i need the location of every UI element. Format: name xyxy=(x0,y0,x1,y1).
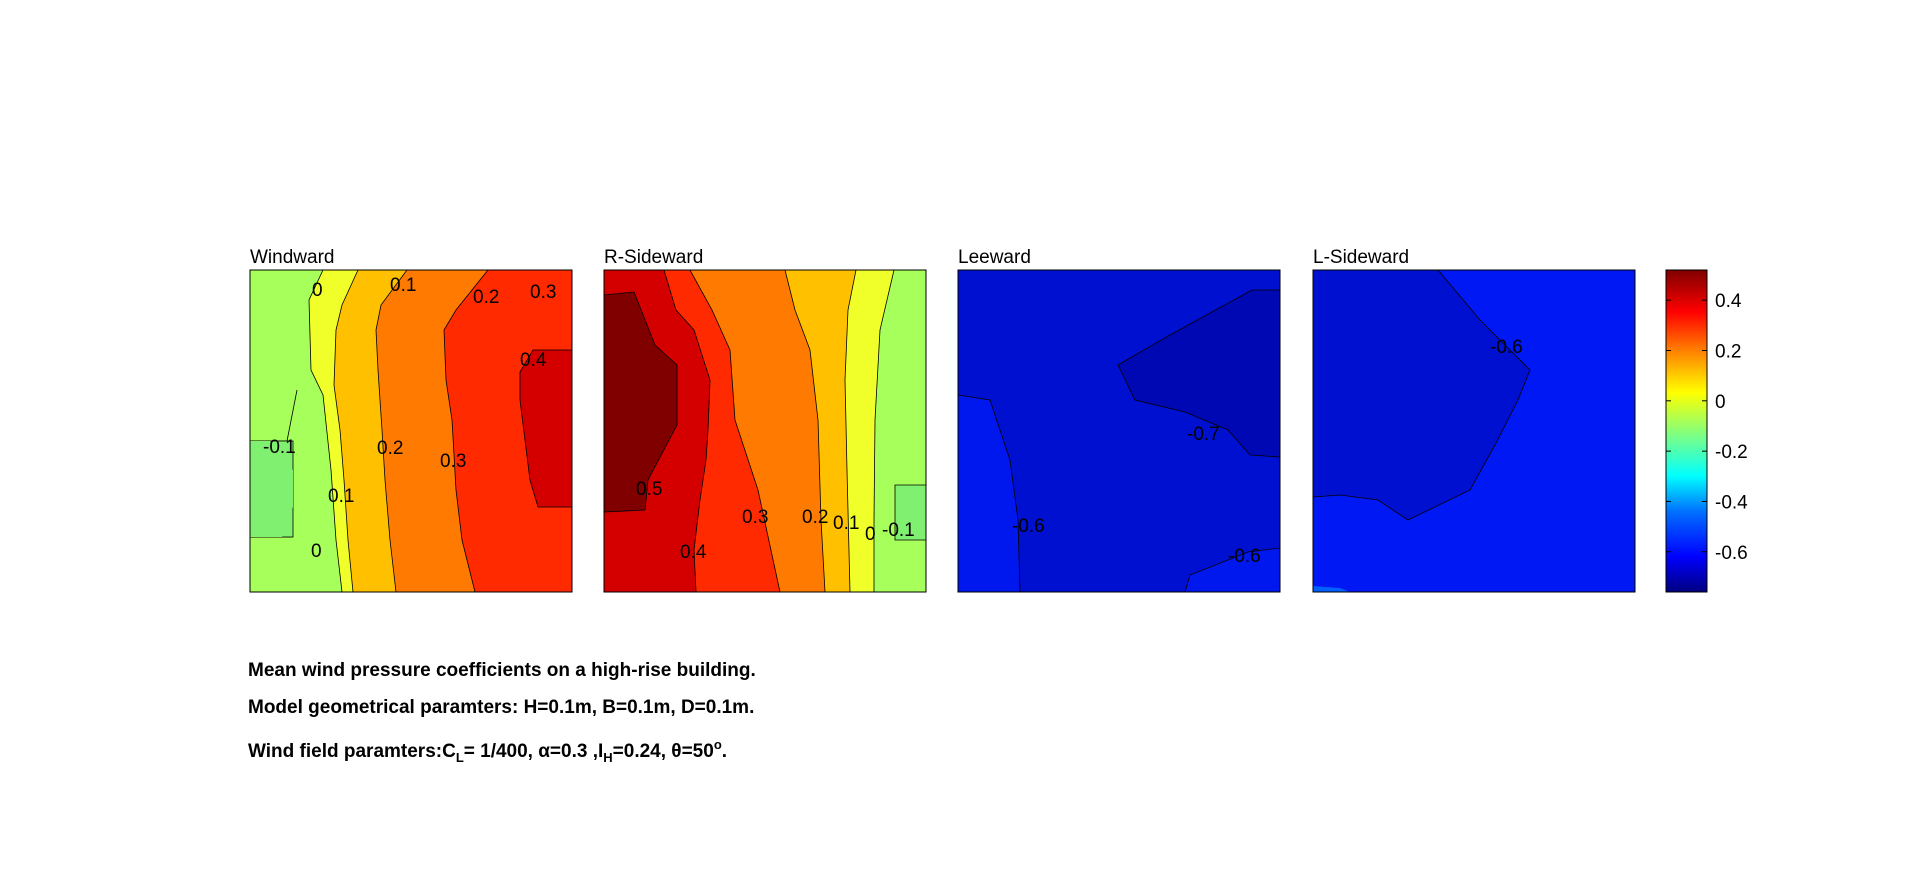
contour-labels-r-sideward: 0.5 0.3 0.2 0.1 0 -0.1 0.4 xyxy=(636,479,915,563)
contour-label: 0.1 xyxy=(833,513,859,534)
contour-label: 0.1 xyxy=(390,275,416,296)
panel-title-windward: Windward xyxy=(250,247,334,268)
contour-band-level-minus-0.7 xyxy=(1117,289,1280,458)
caption-line-3-part: . xyxy=(721,741,728,762)
colorbar: 0.4 0.2 0 -0.2 -0.4 -0.6 xyxy=(1665,269,1748,593)
caption-superscript-degree: o xyxy=(713,737,722,752)
panel-title-r-sideward: R-Sideward xyxy=(604,247,703,268)
contour-label: 0.2 xyxy=(473,287,499,308)
panel-leeward: Leeward -0.7 -0.6 -0.6 xyxy=(957,247,1281,593)
colorbar-tick-label: 0 xyxy=(1715,392,1726,413)
r-sideward-low-region xyxy=(894,484,926,541)
contour-labels-l-sideward: -0.6 xyxy=(1490,337,1523,358)
r-sideward-contours xyxy=(604,270,926,592)
panel-title-l-sideward: L-Sideward xyxy=(1313,247,1409,268)
colorbar-tick-label: -0.6 xyxy=(1715,543,1748,564)
contour-band-level-0.5-plus xyxy=(604,291,678,513)
panel-r-sideward: R-Sideward 0.5 0.3 0.2 0.1 0 -0.1 0.4 xyxy=(603,247,927,593)
caption-line-3: Wind field paramters:CL= 1/400, α=0.3 ,I… xyxy=(248,726,1448,765)
caption-line-1: Mean wind pressure coefficients on a hig… xyxy=(248,660,756,681)
axes-frame-l-sideward xyxy=(1312,269,1636,593)
windward-contours xyxy=(250,270,572,592)
contour-label: -0.6 xyxy=(1012,516,1045,537)
colorbar-tick-label: -0.2 xyxy=(1715,442,1748,463)
caption-line-3-part: = 1/400, α=0.3 ,I xyxy=(463,741,604,762)
contour-labels-leeward: -0.7 -0.6 -0.6 xyxy=(1012,424,1261,567)
axes-frame-r-sideward xyxy=(603,269,927,593)
contour-label: 0.3 xyxy=(440,451,466,472)
contour-label: -0.6 xyxy=(1228,546,1261,567)
figure-caption: Mean wind pressure coefficients on a hig… xyxy=(248,652,1448,765)
caption-subscript-l: L xyxy=(455,750,464,765)
contour-label: -0.6 xyxy=(1490,337,1523,358)
contour-band-level-minus-0.6 xyxy=(1313,270,1531,521)
caption-line-3-part: =0.24, θ=50 xyxy=(612,741,714,762)
colorbar-ticks: 0.4 0.2 0 -0.2 -0.4 -0.6 xyxy=(1666,291,1748,564)
caption-line-3-part: Wind field paramters:C xyxy=(248,741,456,762)
colorbar-tick-label: 0.4 xyxy=(1715,291,1742,312)
contour-label: 0.1 xyxy=(328,486,354,507)
panel-title-leeward: Leeward xyxy=(958,247,1031,268)
l-sideward-corner-region xyxy=(1313,586,1350,592)
contour-label: 0.4 xyxy=(680,542,707,563)
caption-subscript-h: H xyxy=(603,750,613,765)
axes-frame-leeward xyxy=(957,269,1281,593)
panel-windward: Windward 0 0.1 0.2 0.3 0.4 -0.1 0.2 0.3 … xyxy=(249,247,573,593)
colorbar-tick-label: 0.2 xyxy=(1715,342,1741,363)
caption-line-2: Model geometrical paramters: H=0.1m, B=0… xyxy=(248,697,755,718)
leeward-contours xyxy=(958,270,1280,592)
contour-label: -0.7 xyxy=(1187,424,1220,445)
colorbar-gradient xyxy=(1665,269,1708,593)
contour-label: 0.3 xyxy=(742,507,768,528)
contour-label: 0 xyxy=(865,524,876,545)
colorbar-tick-label: -0.4 xyxy=(1715,492,1748,513)
contour-labels-windward: 0 0.1 0.2 0.3 0.4 -0.1 0.2 0.3 0.1 0 xyxy=(263,275,556,562)
contour-label: 0 xyxy=(312,280,323,301)
contour-band-level-0.4-plus xyxy=(519,349,572,508)
windward-low-region-edge xyxy=(250,441,293,537)
panel-l-sideward: L-Sideward -0.6 xyxy=(1312,247,1636,593)
axes-frame-windward xyxy=(249,269,573,593)
contour-label: 0.4 xyxy=(520,350,547,371)
contour-label: -0.1 xyxy=(263,437,296,458)
contour-label: 0.5 xyxy=(636,479,662,500)
contour-label: -0.1 xyxy=(882,520,915,541)
l-sideward-contours xyxy=(1313,270,1635,592)
contour-label: 0.2 xyxy=(802,507,828,528)
contour-label: 0.3 xyxy=(530,282,556,303)
contour-label: 0.2 xyxy=(377,438,403,459)
contour-label: 0 xyxy=(311,541,322,562)
